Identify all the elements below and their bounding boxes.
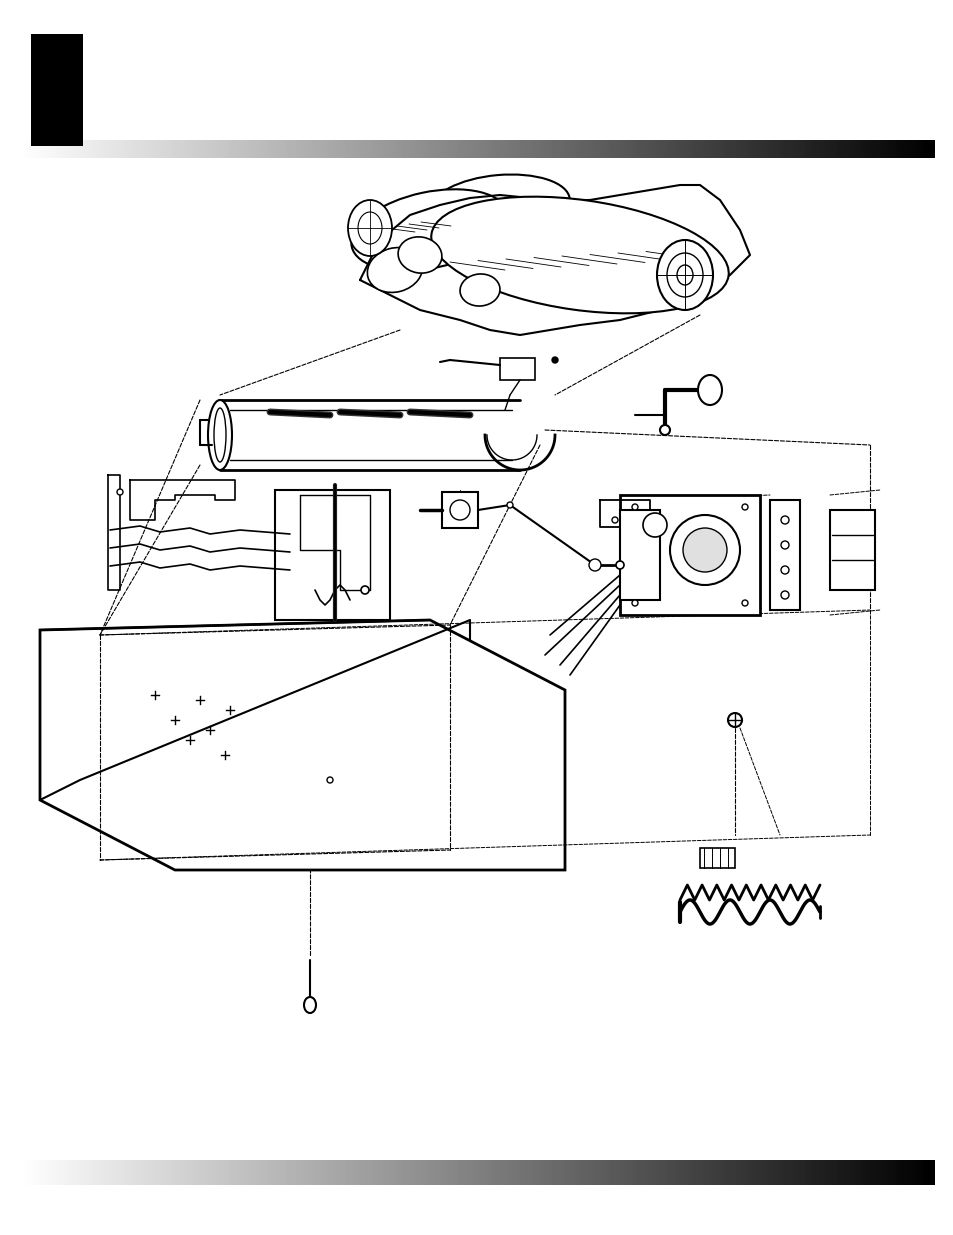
Bar <box>619 495 760 615</box>
Ellipse shape <box>360 585 369 594</box>
Ellipse shape <box>357 212 381 245</box>
Bar <box>274 490 390 620</box>
Ellipse shape <box>657 240 712 310</box>
Polygon shape <box>40 620 564 869</box>
Ellipse shape <box>588 559 600 571</box>
Bar <box>700 848 734 868</box>
Ellipse shape <box>677 266 692 285</box>
Ellipse shape <box>781 541 788 550</box>
Bar <box>619 510 659 600</box>
Ellipse shape <box>397 237 441 273</box>
Ellipse shape <box>450 500 470 520</box>
Ellipse shape <box>430 174 569 236</box>
Ellipse shape <box>367 247 422 293</box>
Ellipse shape <box>642 513 666 537</box>
Ellipse shape <box>781 516 788 524</box>
Ellipse shape <box>327 777 333 783</box>
Bar <box>769 500 800 610</box>
Ellipse shape <box>666 253 702 296</box>
Ellipse shape <box>506 501 513 508</box>
Bar <box>499 358 535 380</box>
Ellipse shape <box>117 489 123 495</box>
Ellipse shape <box>616 561 623 569</box>
Ellipse shape <box>781 566 788 574</box>
Bar <box>829 510 874 590</box>
Ellipse shape <box>459 274 499 306</box>
Bar <box>441 492 477 529</box>
Ellipse shape <box>669 515 740 585</box>
Bar <box>30 35 83 146</box>
Ellipse shape <box>304 997 315 1013</box>
Ellipse shape <box>631 504 638 510</box>
Ellipse shape <box>612 517 618 522</box>
Ellipse shape <box>659 425 669 435</box>
Ellipse shape <box>351 189 508 270</box>
Ellipse shape <box>348 200 392 256</box>
Ellipse shape <box>213 408 226 462</box>
Ellipse shape <box>727 713 741 727</box>
Ellipse shape <box>741 600 747 606</box>
Ellipse shape <box>698 375 721 405</box>
Ellipse shape <box>431 196 728 314</box>
Ellipse shape <box>552 357 558 363</box>
Ellipse shape <box>631 600 638 606</box>
Ellipse shape <box>208 400 232 471</box>
Ellipse shape <box>781 592 788 599</box>
Ellipse shape <box>682 529 726 572</box>
Ellipse shape <box>741 504 747 510</box>
